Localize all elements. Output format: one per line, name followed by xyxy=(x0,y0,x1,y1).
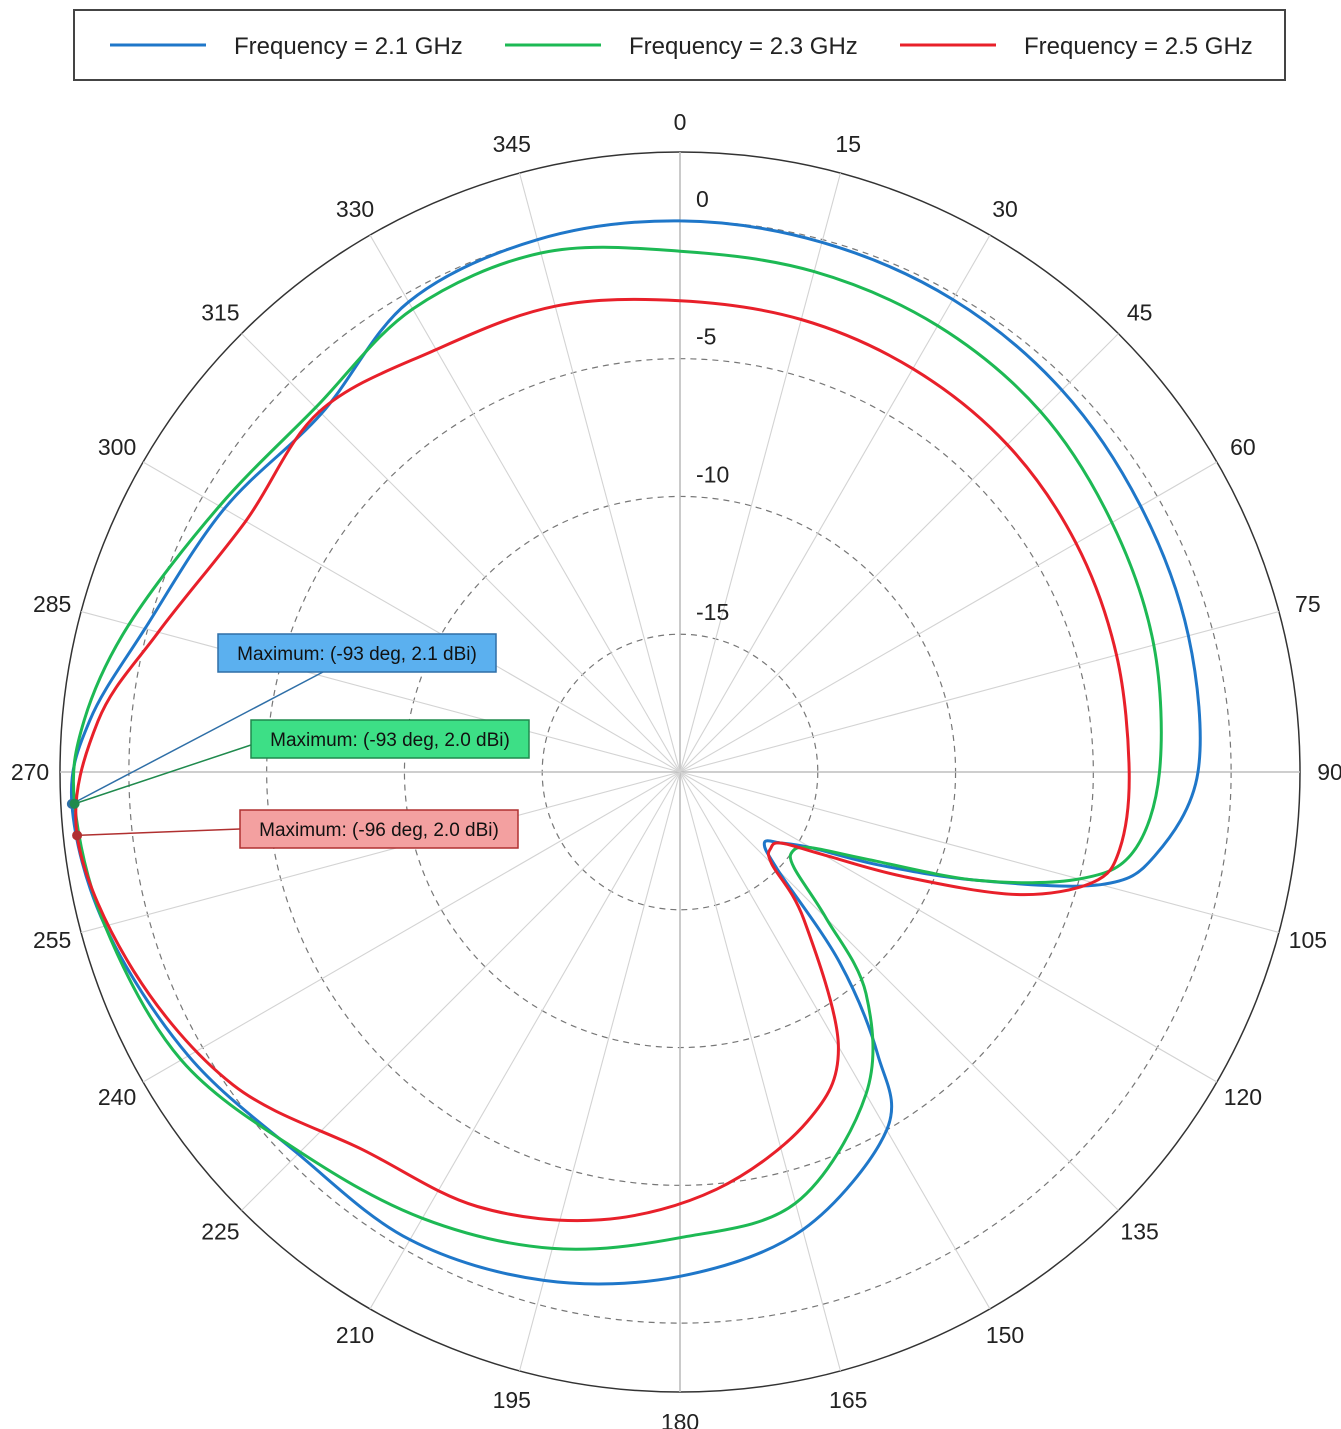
legend-label-2: Frequency = 2.3 GHz xyxy=(629,33,858,60)
angle-tick-label: 270 xyxy=(11,759,49,785)
spoke-240 xyxy=(142,771,681,1083)
angle-tick-label: 45 xyxy=(1127,299,1153,325)
spoke-255 xyxy=(80,771,681,933)
angle-tick-label: 150 xyxy=(986,1322,1024,1348)
radial-tick-labels: 0 -5 -10 -15 xyxy=(696,186,729,625)
series-line-3 xyxy=(74,297,1131,1223)
angle-tick-label: 225 xyxy=(201,1219,239,1245)
angle-tick-label: 315 xyxy=(201,299,239,325)
annotation-leader-3 xyxy=(77,828,241,837)
annotation-box-3 xyxy=(239,809,519,849)
angle-tick-label: 255 xyxy=(33,927,71,953)
angle-tick-label: 135 xyxy=(1120,1219,1158,1245)
radial-tick-label: -5 xyxy=(696,324,716,350)
annotation-leader-1 xyxy=(71,671,324,805)
annotations: Maximum: (-93 deg, 2.1 dBi) Maximum: (-93… xyxy=(66,633,530,849)
angle-tick-label: 90 xyxy=(1317,759,1341,785)
angle-tick-label: 120 xyxy=(1224,1084,1262,1110)
spoke-345 xyxy=(519,172,681,773)
annotation-box-2 xyxy=(250,719,530,759)
legend-label-3: Frequency = 2.5 GHz xyxy=(1024,33,1253,60)
angle-tick-label: 165 xyxy=(829,1387,867,1413)
angle-tick-label: 180 xyxy=(661,1409,699,1429)
series-line-1 xyxy=(69,219,1202,1286)
spoke-300 xyxy=(142,461,681,773)
spoke-135 xyxy=(679,771,1119,1211)
annotation-label-3: Maximum: (-96 deg, 2.0 dBi) xyxy=(259,820,499,841)
angle-tick-label: 345 xyxy=(493,131,531,157)
radial-tick-label: 0 xyxy=(696,186,709,212)
annotation-box-1 xyxy=(217,633,497,673)
angle-tick-label: 210 xyxy=(336,1322,374,1348)
spoke-45 xyxy=(679,333,1119,773)
spoke-150 xyxy=(679,771,991,1310)
radial-tick-label: -15 xyxy=(696,599,729,625)
angle-tick-label: 285 xyxy=(33,591,71,617)
annotation-label-2: Maximum: (-93 deg, 2.0 dBi) xyxy=(270,730,510,751)
annotation-label-1: Maximum: (-93 deg, 2.1 dBi) xyxy=(237,644,477,665)
spoke-330 xyxy=(369,234,681,773)
angle-tick-label: 15 xyxy=(835,131,861,157)
radial-tick-label: -10 xyxy=(696,461,729,487)
spoke-315 xyxy=(241,333,681,773)
angle-tick-labels: 0 15 30 45 60 75 90 105 120 135 150 165 180 195 210 225… xyxy=(11,109,1341,1429)
series-group xyxy=(69,219,1202,1286)
angle-tick-label: 300 xyxy=(98,434,136,460)
max-marker-3 xyxy=(72,830,83,841)
spoke-75 xyxy=(679,611,1280,773)
angle-tick-label: 330 xyxy=(336,196,374,222)
angle-tick-label: 195 xyxy=(493,1387,531,1413)
spoke-30 xyxy=(679,234,991,773)
angle-tick-label: 0 xyxy=(674,109,687,135)
legend-label-1: Frequency = 2.1 GHz xyxy=(234,33,463,60)
series-line-2 xyxy=(71,245,1163,1251)
legend: Frequency = 2.1 GHz Frequency = 2.3 GHz Fr… xyxy=(73,9,1286,81)
spoke-60 xyxy=(679,461,1218,773)
spoke-165 xyxy=(679,771,841,1372)
angle-tick-label: 60 xyxy=(1230,434,1256,460)
legend-box xyxy=(73,9,1286,81)
annotation-leader-2 xyxy=(74,744,252,805)
angle-tick-label: 105 xyxy=(1289,927,1327,953)
angle-tick-label: 30 xyxy=(992,196,1018,222)
angle-tick-label: 75 xyxy=(1295,591,1321,617)
spoke-285 xyxy=(80,611,681,773)
angle-tick-label: 240 xyxy=(98,1084,136,1110)
spoke-105 xyxy=(679,771,1280,933)
spoke-225 xyxy=(241,771,681,1211)
spoke-120 xyxy=(679,771,1218,1083)
polar-grid xyxy=(59,151,1301,1393)
spoke-195 xyxy=(519,771,681,1372)
max-marker-2 xyxy=(69,798,80,809)
